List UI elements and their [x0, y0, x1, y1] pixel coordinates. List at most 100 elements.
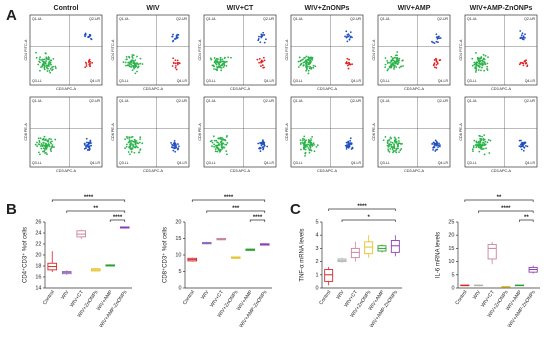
cell-dot	[479, 135, 482, 138]
cell-dot	[215, 139, 218, 142]
cell-dot	[126, 137, 129, 140]
group-header: WIV+AMP	[398, 5, 431, 12]
cell-dot	[309, 65, 312, 68]
quadrant-label: Q1-UL	[293, 17, 303, 21]
flow-plot-frame	[377, 14, 451, 86]
cell-dot	[264, 38, 267, 41]
y-tick-label: 18	[35, 263, 41, 269]
cell-dot	[91, 61, 94, 64]
cell-dot	[176, 62, 179, 65]
cell-dot	[309, 61, 312, 64]
cell-dot	[349, 31, 352, 34]
cell-dot	[263, 144, 266, 147]
cell-dot	[387, 148, 390, 151]
cell-dot	[351, 36, 353, 39]
cell-dot	[398, 57, 401, 60]
cell-dot	[128, 65, 131, 67]
cell-dot	[262, 66, 265, 69]
y-tick-label: 5	[178, 269, 181, 275]
cell-dot	[217, 66, 219, 69]
cell-dot	[130, 143, 132, 146]
cell-dot	[127, 141, 130, 144]
cell-dot	[175, 36, 178, 39]
cell-dot	[433, 66, 436, 69]
cell-dot	[434, 139, 437, 142]
cell-dot	[472, 150, 474, 153]
cell-dot	[475, 140, 478, 143]
quadrant-label: Q1-UL	[119, 17, 129, 21]
cell-dot	[302, 64, 305, 66]
cell-dot	[397, 60, 400, 63]
cell-dot	[227, 56, 230, 59]
cell-dot	[347, 143, 350, 146]
cell-dot	[345, 30, 348, 33]
cell-dot	[171, 65, 174, 67]
cell-dot	[131, 139, 133, 142]
cell-dot	[139, 148, 142, 151]
cell-dot	[481, 148, 484, 151]
cell-dot	[54, 65, 57, 68]
x-tick-label: WIV+AMP-ZnONPs	[98, 289, 128, 329]
significance-bracket	[206, 210, 266, 213]
cell-dot	[138, 141, 141, 144]
cell-dot	[83, 144, 86, 146]
cell-dot	[489, 139, 492, 142]
quadrant-label: Q3-LL	[119, 161, 129, 165]
cell-dot	[395, 148, 398, 151]
quadrant-label: Q3-LL	[206, 161, 216, 165]
cell-dot	[477, 141, 480, 144]
cell-dot	[433, 42, 436, 45]
cell-dot	[257, 142, 260, 145]
cell-dot	[84, 33, 87, 36]
cell-dot	[388, 138, 391, 141]
cell-dot	[218, 65, 221, 68]
cell-dot	[298, 56, 301, 59]
cell-dot	[473, 139, 476, 142]
cell-dot	[394, 54, 397, 57]
cell-dot	[388, 150, 391, 153]
cell-dot	[393, 147, 396, 150]
cell-dot	[225, 64, 228, 67]
cell-dot	[436, 141, 438, 144]
cell-dot	[40, 147, 43, 150]
cell-dot	[479, 144, 482, 147]
cell-dot	[479, 139, 482, 142]
cell-dot	[88, 58, 91, 61]
quadrant-label: Q3-LL	[293, 161, 303, 165]
flow-plot-frame	[203, 96, 277, 168]
cell-dot	[390, 60, 392, 62]
cell-dot	[132, 62, 135, 65]
cell-dot	[390, 137, 393, 140]
group-header: WIV	[146, 5, 160, 12]
x-tick-label: Control	[182, 289, 196, 306]
axis-label: CD3 APC-A	[230, 169, 251, 173]
cell-dot	[400, 65, 403, 68]
significance-bracket	[341, 219, 396, 222]
cell-dot	[130, 151, 133, 153]
cell-dot	[173, 141, 176, 144]
cell-dot	[349, 63, 351, 66]
cell-dot	[135, 65, 137, 68]
x-tick-label: Control	[318, 289, 332, 306]
cell-dot	[224, 56, 226, 59]
cell-dot	[393, 56, 396, 59]
cell-dot	[216, 60, 219, 62]
quadrant-label: Q1-UL	[206, 17, 216, 21]
cell-dot	[476, 144, 479, 147]
cell-dot	[314, 65, 317, 68]
cell-dot	[486, 69, 489, 71]
cell-dot	[435, 40, 438, 43]
cell-dot	[220, 143, 223, 146]
quadrant-label: Q3-LL	[32, 161, 42, 165]
cell-dot	[434, 143, 437, 146]
cell-dot	[174, 145, 177, 148]
cell-dot	[349, 139, 352, 142]
cell-dot	[522, 36, 525, 38]
y-tick-label: 0	[178, 285, 181, 291]
y-tick-label: 15	[448, 246, 454, 252]
quadrant-label: Q3-LL	[467, 161, 477, 165]
cell-dot	[303, 135, 306, 138]
cell-dot	[521, 143, 524, 145]
quadrant-label: Q4-LR	[525, 79, 536, 83]
